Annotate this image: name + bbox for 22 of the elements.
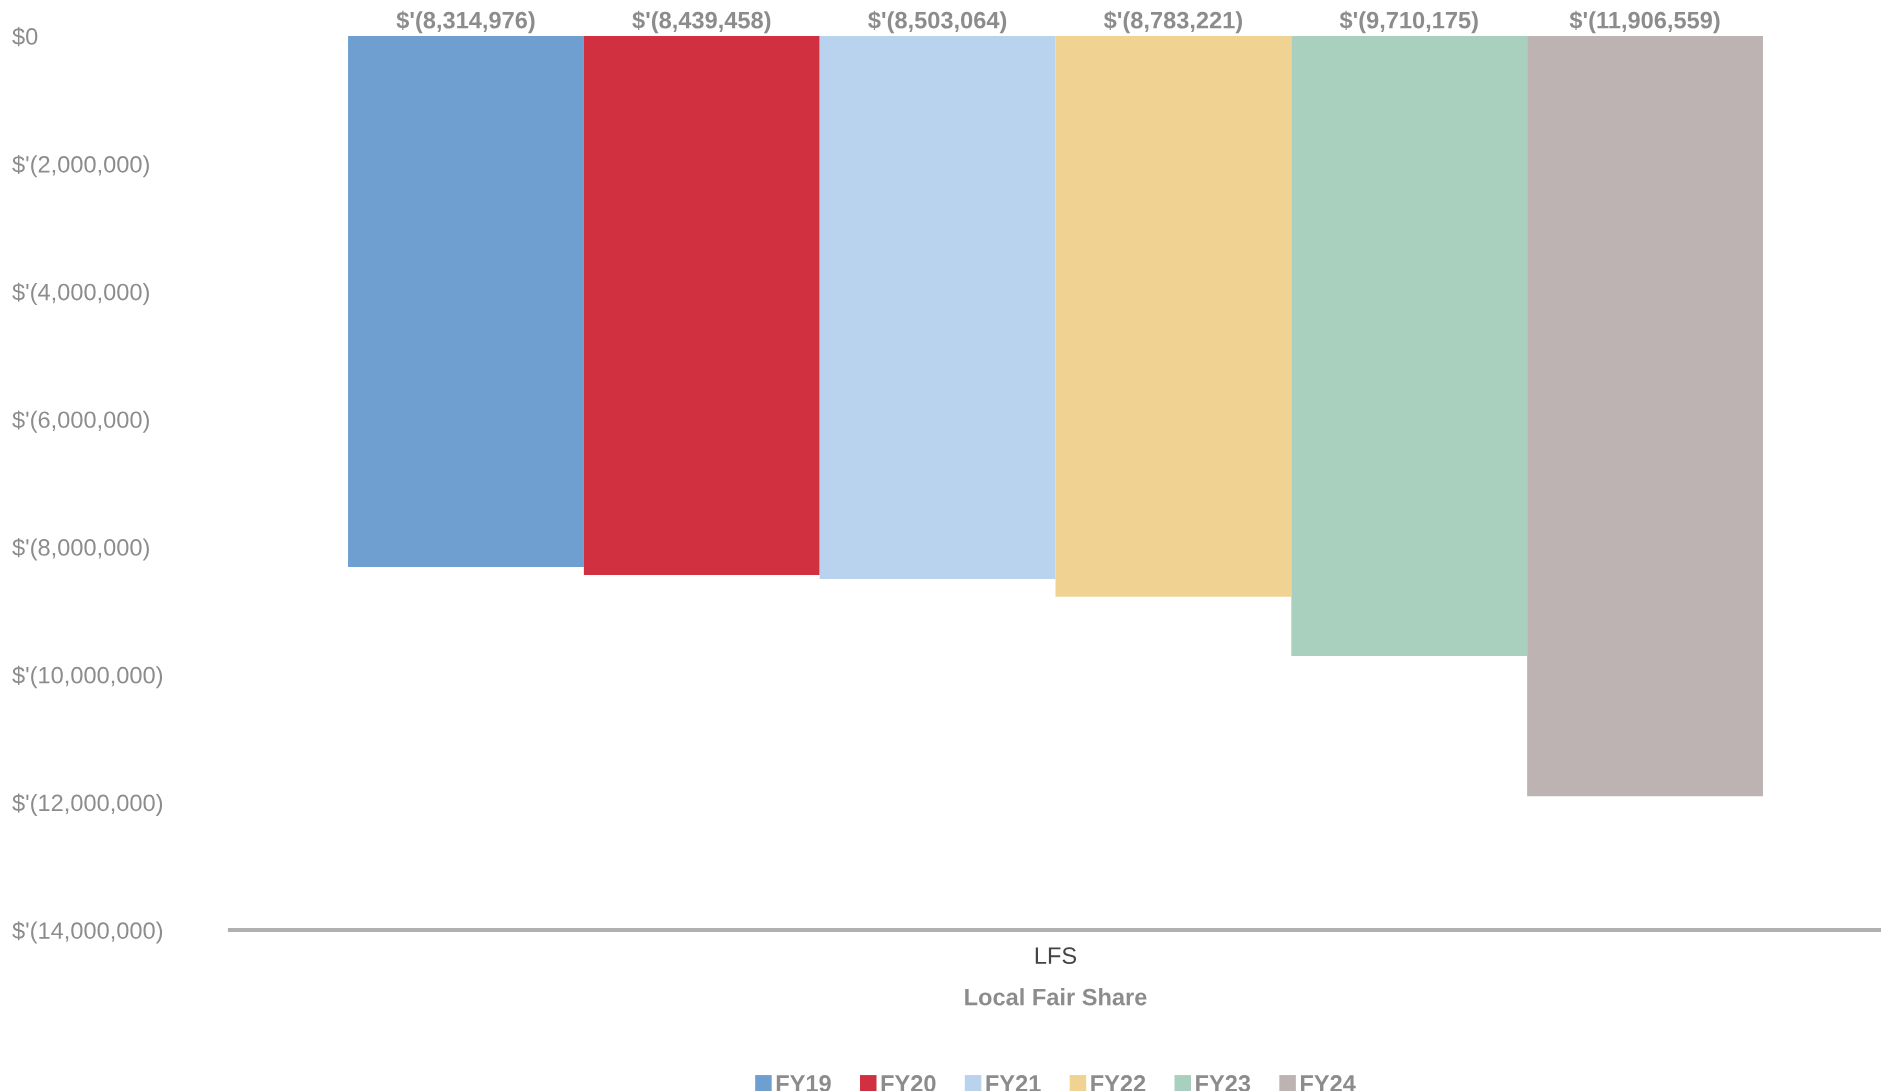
legend-label: FY19 — [776, 1075, 831, 1091]
data-label: $'(8,783,221) — [1103, 10, 1242, 34]
data-label: $'(8,314,976) — [396, 10, 535, 34]
x-tick-label: LFS — [1035, 947, 1077, 965]
y-tick-label: $'(2,000,000) — [12, 154, 149, 178]
legend-label: FY20 — [881, 1075, 936, 1091]
legend-label: FY24 — [1300, 1075, 1356, 1091]
y-tick-label: $'(4,000,000) — [12, 282, 149, 306]
legend-label: FY23 — [1196, 1075, 1251, 1091]
data-label: $'(8,503,064) — [868, 10, 1007, 34]
legend-label: FY22 — [1091, 1075, 1146, 1091]
y-tick-label: $0 — [12, 27, 38, 47]
legend-label: FY21 — [986, 1075, 1041, 1091]
data-label: $'(8,439,458) — [632, 10, 771, 34]
y-tick-label: $'(8,000,000) — [12, 538, 149, 561]
x-axis-title: Local Fair Share — [965, 988, 1147, 1006]
y-tick-label: $'(6,000,000) — [12, 410, 149, 433]
y-tick-label: $'(14,000,000) — [12, 921, 163, 944]
y-tick-label: $'(10,000,000) — [12, 665, 163, 689]
y-tick-label: $'(12,000,000) — [12, 793, 163, 816]
data-label: $'(9,710,175) — [1339, 10, 1478, 34]
data-label: $'(11,906,559) — [1569, 10, 1720, 34]
